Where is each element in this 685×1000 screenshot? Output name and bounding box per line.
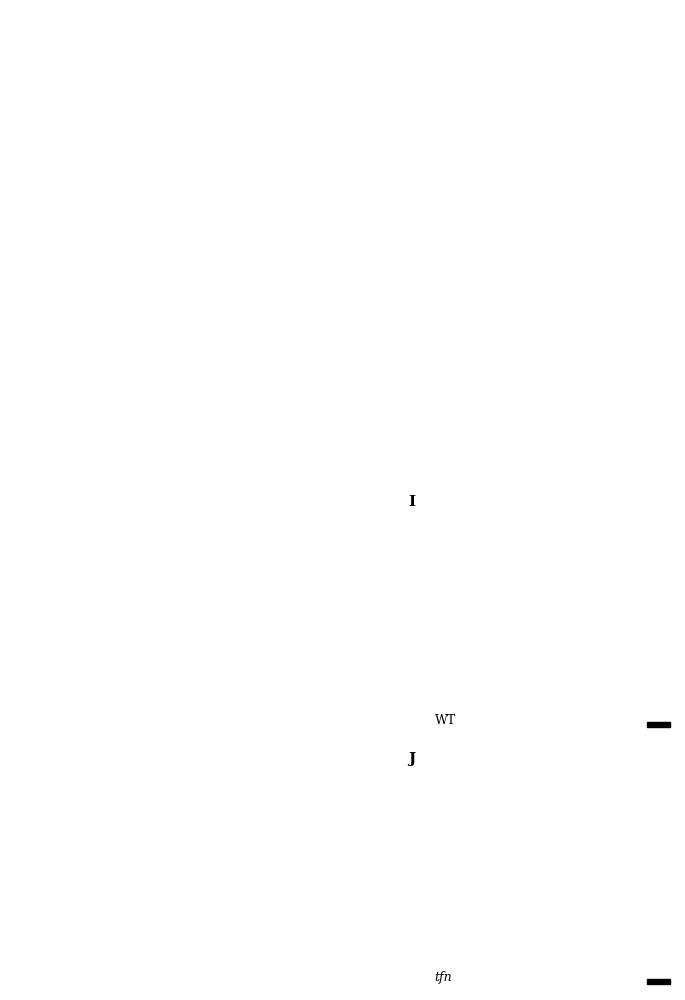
Text: WT: WT: [434, 714, 456, 727]
Text: WT: WT: [119, 448, 140, 461]
FancyBboxPatch shape: [244, 720, 266, 727]
Text: F: F: [134, 752, 145, 766]
Text: C: C: [6, 495, 18, 509]
Text: I: I: [408, 495, 416, 509]
FancyBboxPatch shape: [647, 979, 671, 984]
Text: D: D: [6, 752, 20, 766]
FancyBboxPatch shape: [363, 720, 383, 727]
Text: tnf: tnf: [36, 971, 53, 984]
FancyBboxPatch shape: [95, 720, 113, 727]
Text: A: A: [17, 19, 29, 33]
FancyBboxPatch shape: [647, 722, 671, 727]
Text: G: G: [288, 495, 301, 509]
Text: WT: WT: [319, 714, 340, 727]
FancyBboxPatch shape: [95, 977, 113, 984]
Text: tfn: tfn: [434, 971, 452, 984]
FancyBboxPatch shape: [244, 977, 266, 984]
Text: tfn: tfn: [171, 971, 188, 984]
Text: WT: WT: [431, 448, 452, 461]
Text: J: J: [408, 752, 416, 766]
FancyBboxPatch shape: [295, 452, 322, 461]
Text: WT: WT: [171, 714, 192, 727]
Text: tfn: tfn: [319, 971, 336, 984]
Text: tfn: tfn: [610, 448, 628, 461]
Text: E: E: [134, 495, 146, 509]
Text: WT: WT: [36, 714, 57, 727]
Text: tfn: tfn: [193, 448, 211, 461]
FancyBboxPatch shape: [641, 452, 668, 461]
Text: II: II: [288, 752, 303, 766]
Text: B: B: [363, 19, 376, 33]
FancyBboxPatch shape: [363, 977, 383, 984]
